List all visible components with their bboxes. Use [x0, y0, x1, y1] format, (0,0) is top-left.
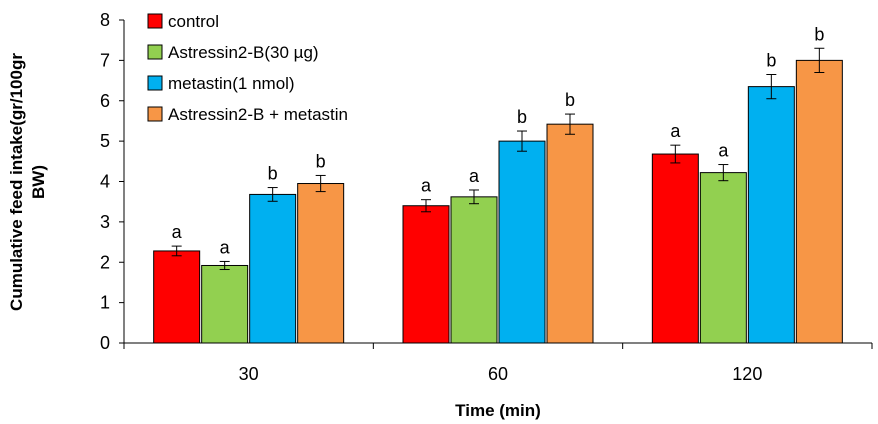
bar	[201, 264, 249, 344]
y-tick-label: 5	[100, 131, 110, 151]
y-tick-label: 8	[100, 10, 110, 30]
x-tick-label: 30	[239, 364, 259, 384]
significance-label: b	[268, 164, 278, 184]
y-tick-label: 3	[100, 212, 110, 232]
significance-label: b	[814, 24, 824, 44]
significance-label: a	[220, 237, 231, 257]
error-bars	[171, 47, 825, 271]
x-tick-label: 120	[732, 364, 762, 384]
bar	[747, 86, 795, 344]
legend-swatch	[147, 13, 163, 29]
significance-label: a	[421, 176, 432, 196]
legend-label: Astressin2-B(30 µg)	[168, 43, 319, 62]
bar	[297, 183, 345, 344]
y-tick-label: 1	[100, 293, 110, 313]
bar	[249, 193, 297, 344]
bar	[651, 153, 699, 344]
y-axis-title: Cumulative feed intake(gr/100gr BW)	[7, 53, 48, 311]
x-tick-label: 60	[488, 364, 508, 384]
y-tick-label: 6	[100, 91, 110, 111]
bar	[546, 123, 594, 344]
significance-label: b	[517, 107, 527, 127]
significance-label: b	[565, 90, 575, 110]
x-axis-ticks: 30 60 120	[123, 343, 873, 384]
bar	[795, 59, 843, 344]
bars	[153, 59, 843, 344]
bar	[498, 140, 546, 344]
y-tick-label: 7	[100, 50, 110, 70]
bar	[699, 172, 747, 344]
y-tick-label: 2	[100, 252, 110, 272]
x-axis-title: Time (min)	[455, 401, 541, 420]
legend-label: control	[168, 12, 219, 31]
significance-label: a	[718, 141, 729, 161]
y-axis-title-line: BW)	[29, 165, 48, 199]
legend-label: Astressin2-B + metastin	[168, 105, 348, 124]
y-tick-label: 0	[100, 333, 110, 353]
significance-label: a	[670, 121, 681, 141]
significance-label: b	[316, 151, 326, 171]
significance-label: a	[469, 166, 480, 186]
y-axis-title-line: Cumulative feed intake(gr/100gr	[7, 53, 26, 311]
bar	[450, 196, 498, 344]
significance-labels: a a b b a a b b a a b b	[172, 24, 825, 257]
y-axis-ticks: 0 1 2 3 4 5 6 7 8	[100, 10, 124, 353]
legend-label: metastin(1 nmol)	[168, 74, 295, 93]
significance-label: b	[766, 51, 776, 71]
bar	[402, 205, 450, 344]
legend-swatch	[147, 106, 163, 122]
y-tick-label: 4	[100, 172, 110, 192]
legend-swatch	[147, 44, 163, 60]
bar	[153, 250, 201, 344]
legend: control Astressin2-B(30 µg) metastin(1 nmo…	[147, 12, 348, 124]
significance-label: a	[172, 222, 183, 242]
legend-swatch	[147, 75, 163, 91]
